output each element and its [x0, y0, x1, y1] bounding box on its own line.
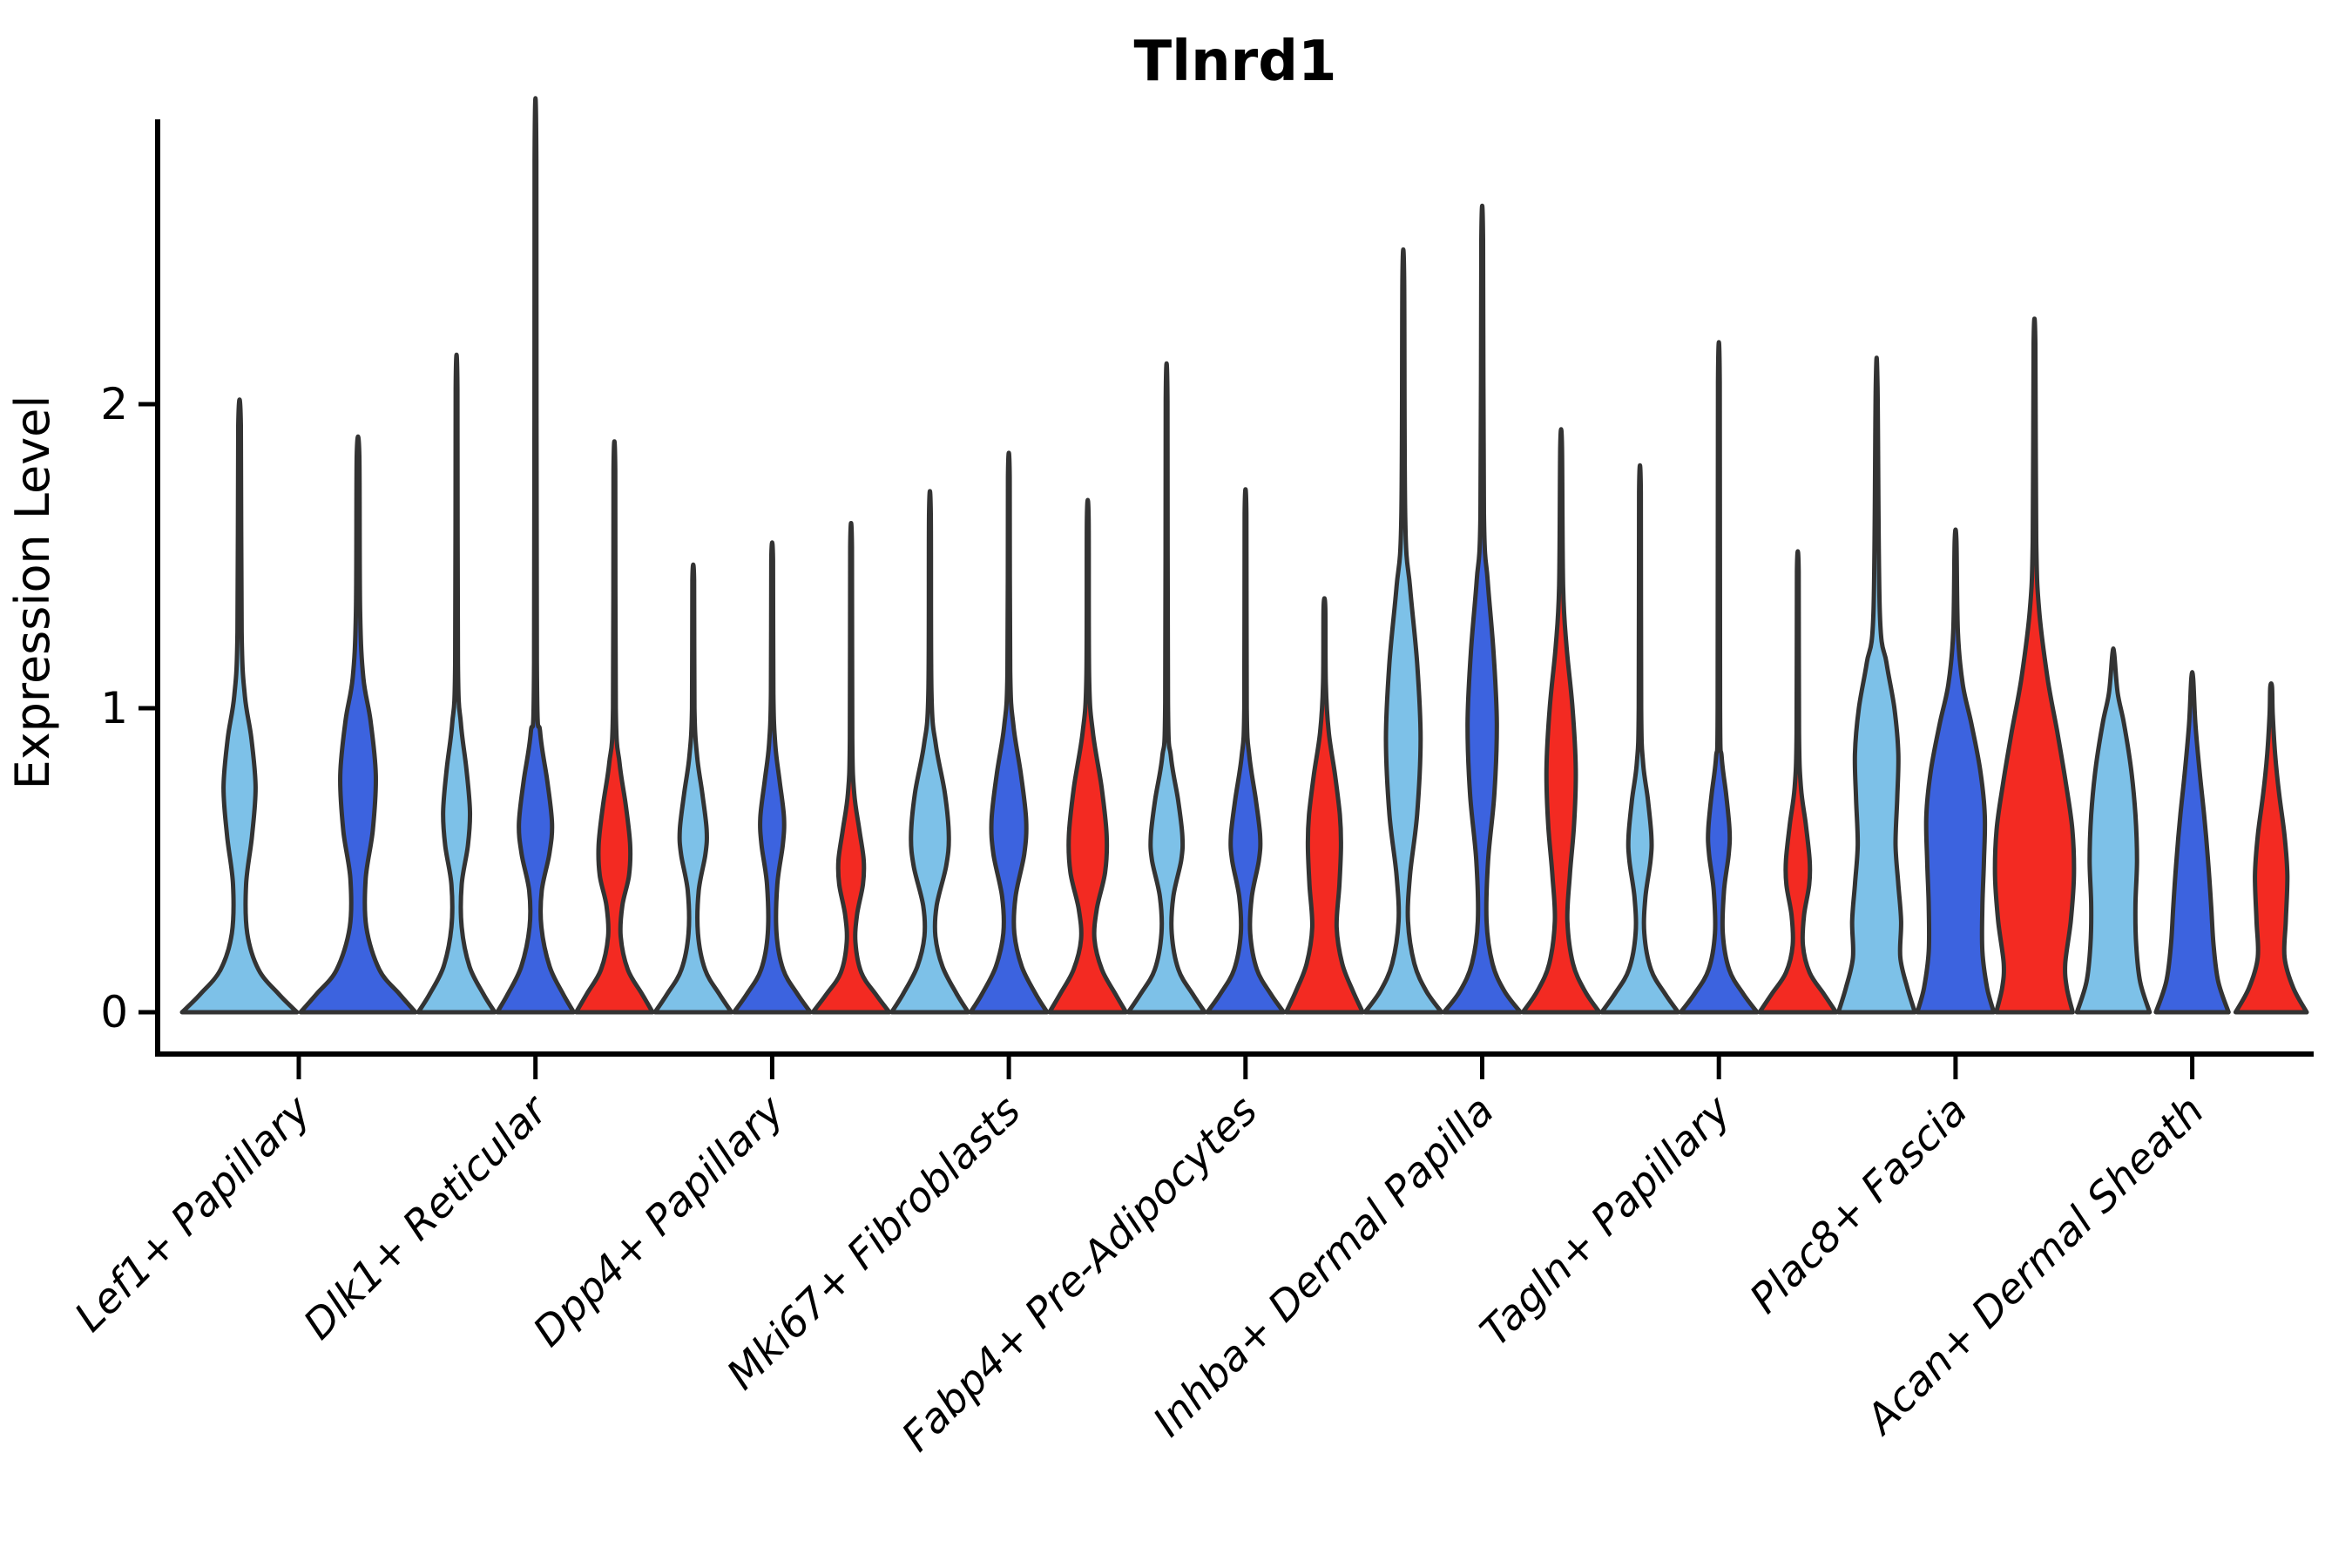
category-label-2: Dpp4+ Papillary — [524, 1086, 794, 1356]
violin-1-dark_blue — [495, 96, 577, 1015]
category-label-0: Lef1+ Papillary — [65, 1086, 321, 1342]
violin-8-red — [2233, 681, 2309, 1015]
violin-7-light_blue — [1835, 355, 1917, 1015]
violin-8-dark_blue — [2153, 670, 2231, 1015]
violin-5-light_blue — [1362, 247, 1444, 1015]
violin-5-dark_blue — [1442, 204, 1523, 1015]
violin-7-red — [1992, 316, 2077, 1015]
violin-2-dark_blue — [732, 540, 813, 1015]
y-tick-label-1: 1 — [100, 683, 128, 733]
y-axis-title: Expression Level — [5, 395, 60, 790]
category-label-1: Dlk1+ Reticular — [294, 1085, 558, 1349]
y-tick-label-0: 0 — [100, 987, 128, 1037]
violin-6-red — [1757, 549, 1839, 1015]
violin-6-light_blue — [1599, 463, 1680, 1015]
violin-0-dark_blue — [298, 434, 418, 1015]
violin-8-light_blue — [2074, 646, 2153, 1015]
violin-6-dark_blue — [1678, 340, 1760, 1015]
violin-4-red — [1284, 596, 1365, 1015]
violin-0-light_blue — [179, 397, 300, 1015]
violin-5-red — [1520, 427, 1602, 1015]
violin-3-dark_blue — [968, 450, 1050, 1015]
violin-4-dark_blue — [1205, 487, 1287, 1015]
violin-4-light_blue — [1125, 362, 1207, 1015]
violin-3-light_blue — [889, 489, 970, 1015]
violin-2-red — [810, 521, 892, 1015]
violin-1-red — [573, 439, 655, 1015]
violin-1-light_blue — [416, 353, 497, 1015]
y-tick-label-2: 2 — [100, 379, 128, 429]
violin-3-red — [1047, 497, 1129, 1015]
category-label-6: Tagln+ Papillary — [1471, 1086, 1741, 1356]
chart-title: Tlnrd1 — [1133, 30, 1336, 94]
violin-7-dark_blue — [1915, 527, 1997, 1015]
category-label-7: Plac8+ Fascia — [1740, 1087, 1977, 1323]
violin-2-light_blue — [652, 562, 734, 1015]
violins-layer — [179, 96, 2309, 1015]
